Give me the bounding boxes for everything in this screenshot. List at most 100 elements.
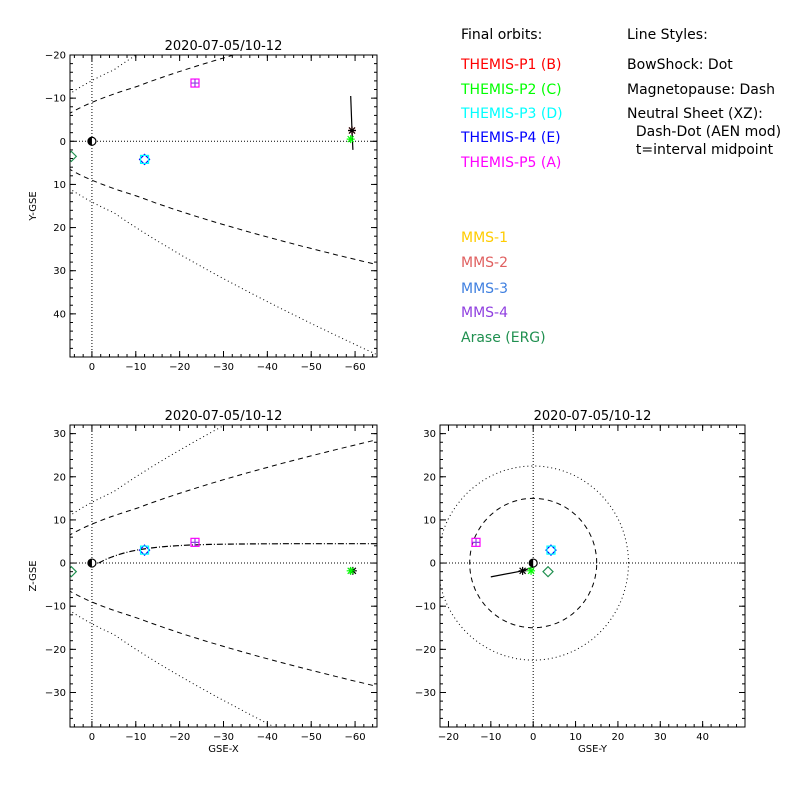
- panel-2-point-4: [190, 538, 199, 547]
- panel-1-xtick-label-4: −40: [257, 362, 278, 373]
- panel-3-earth-nightside: [529, 559, 534, 568]
- panel-2-xtick-label-3: −30: [213, 732, 234, 743]
- panel-2-ylabel: Z-GSE: [28, 560, 39, 591]
- panel-2-plot-area: [70, 425, 377, 727]
- panel-1-ytick-label-4: 20: [53, 223, 66, 234]
- panel-2-xtick-label-4: −40: [257, 732, 278, 743]
- panel-2-xtick-label-1: −10: [125, 732, 146, 743]
- panel-2-ytick-label-1: −20: [45, 645, 66, 656]
- panel-2-magnetopause-south: [70, 439, 377, 536]
- line-style-midpoint-note: t=interval midpoint: [627, 142, 774, 158]
- panel-1-earth-nightside: [87, 137, 92, 146]
- line-styles-title: Line Styles:: [627, 27, 708, 43]
- panel-2-ytick-label-0: −30: [45, 688, 66, 699]
- panel-1-xtick-label-0: 0: [89, 362, 95, 373]
- panel-3-point-6: [527, 566, 536, 575]
- panel-3-ytick-label-1: −20: [415, 645, 436, 656]
- panel-3-ytick-label-2: −10: [415, 602, 436, 613]
- panel-3-point-5: [518, 566, 527, 575]
- legend-themis-p4: THEMIS-P4 (E): [461, 130, 561, 146]
- panel-1-bowshock-south: [70, 188, 377, 356]
- panel-2-point-1: [138, 544, 151, 556]
- panel-1-magnetopause-north: [70, 55, 236, 114]
- panel-1-xtick-label-6: −60: [345, 362, 366, 373]
- panel-3-point-7: [542, 565, 554, 578]
- legend-themis-p1: THEMIS-P1 (B): [461, 57, 562, 73]
- panel-2-ytick-label-4: 10: [53, 515, 66, 526]
- panel-1-xtick-label-1: −10: [125, 362, 146, 373]
- panel-3-xlabel: GSE-Y: [578, 744, 608, 755]
- panel-3-xtick-label-1: −10: [480, 732, 501, 743]
- panel-1-ytick-label-5: 30: [53, 266, 66, 277]
- panel-1-xtick-label-2: −20: [169, 362, 190, 373]
- panel-2-xtick-label-5: −50: [301, 732, 322, 743]
- panel-1-ytick-label-3: 10: [53, 180, 66, 191]
- legend-mms-1: MMS-1: [461, 230, 509, 246]
- panel-2-bowshock-south: [70, 425, 226, 517]
- line-style-bowshock: BowShock: Dot: [627, 57, 733, 73]
- panel-3-magnetopause-ring: [469, 497, 598, 629]
- panel-1-point-2: [139, 154, 150, 165]
- line-style-magnetopause: Magnetopause: Dash: [627, 82, 776, 98]
- panel-3-xtick-label-4: 20: [612, 732, 625, 743]
- legend-arase: Arase (ERG): [461, 330, 546, 346]
- panel-1-point-6: [348, 126, 357, 135]
- legend-themis-p5: THEMIS-P5 (A): [461, 155, 562, 171]
- panel-3-xtick-label-0: −20: [438, 732, 459, 743]
- panel-3-title: 2020-07-05/10-12: [534, 409, 652, 424]
- panel-1-ylabel: Y-GSE: [28, 191, 39, 221]
- panel-3-ytick-label-5: 20: [423, 472, 436, 483]
- panel-2-earth-nightside: [87, 559, 92, 568]
- panel-3-ytick-label-6: 30: [423, 429, 436, 440]
- panel-2-ytick-label-3: 0: [60, 559, 66, 570]
- panel-2-point-7: [70, 565, 78, 578]
- panel-1-point-1: [138, 153, 151, 166]
- legend-mms-3: MMS-3: [461, 281, 509, 297]
- panel-1-ytick-label-0: −20: [45, 51, 66, 62]
- panel-3-ytick-label-3: 0: [430, 559, 436, 570]
- panel-3-ytick-label-4: 10: [423, 515, 436, 526]
- panel-1-ytick-label-1: −10: [45, 94, 66, 105]
- legend-mms-4: MMS-4: [461, 305, 509, 321]
- panel-2-xtick-label-2: −20: [169, 732, 190, 743]
- legend-themis-p3: THEMIS-P3 (D): [461, 106, 563, 122]
- panel-1-bowshock-north: [70, 55, 137, 95]
- panel-3-xtick-label-5: 30: [654, 732, 667, 743]
- panel-1-point-8: [70, 150, 78, 163]
- panel-1-frame: [69, 54, 378, 358]
- panel-3-point-2: [546, 545, 556, 555]
- panel-1-xtick-label-3: −30: [213, 362, 234, 373]
- panel-3-point-4: [472, 538, 481, 547]
- panel-2-xtick-label-6: −60: [345, 732, 366, 743]
- panel-3-xtick-label-2: 0: [530, 732, 536, 743]
- panel-2-magnetopause-north: [70, 590, 377, 687]
- legend-themis-p2: THEMIS-P2 (C): [461, 82, 562, 98]
- panel-3-plot-area: [440, 425, 745, 727]
- panel-2-point-2: [139, 545, 150, 555]
- orbits-legend-title: Final orbits:: [461, 27, 543, 43]
- legend-mms-2: MMS-2: [461, 255, 509, 271]
- panel-1-point-7: [346, 135, 355, 144]
- line-style-dash-dot: Dash-Dot (AEN mod): [627, 124, 782, 140]
- panel-3-xtick-label-6: 40: [696, 732, 709, 743]
- panel-2-xtick-label-0: 0: [89, 732, 95, 743]
- panel-2-ytick-label-5: 20: [53, 472, 66, 483]
- panel-3-ytick-label-0: −30: [415, 688, 436, 699]
- panel-2-frame: [69, 424, 378, 728]
- panel-3-frame: [439, 424, 746, 728]
- panel-1-ytick-label-2: 0: [60, 137, 66, 148]
- line-style-neutral-sheet: Neutral Sheet (XZ):: [627, 106, 763, 122]
- panel-1-point-4: [190, 79, 199, 88]
- panel-1-magnetopause-south: [70, 168, 377, 266]
- panel-1-plot-area: [70, 55, 377, 357]
- panel-2-title: 2020-07-05/10-12: [165, 409, 283, 424]
- panel-1-title: 2020-07-05/10-12: [165, 39, 283, 54]
- panel-1-ytick-label-6: 40: [53, 309, 66, 320]
- panel-3-point-1: [545, 544, 557, 556]
- panel-3-xtick-label-3: 10: [569, 732, 582, 743]
- panel-2-ytick-label-6: 30: [53, 429, 66, 440]
- panel-2-xlabel: GSE-X: [208, 744, 239, 755]
- panel-2-ytick-label-2: −10: [45, 602, 66, 613]
- panel-2-point-6: [346, 566, 355, 575]
